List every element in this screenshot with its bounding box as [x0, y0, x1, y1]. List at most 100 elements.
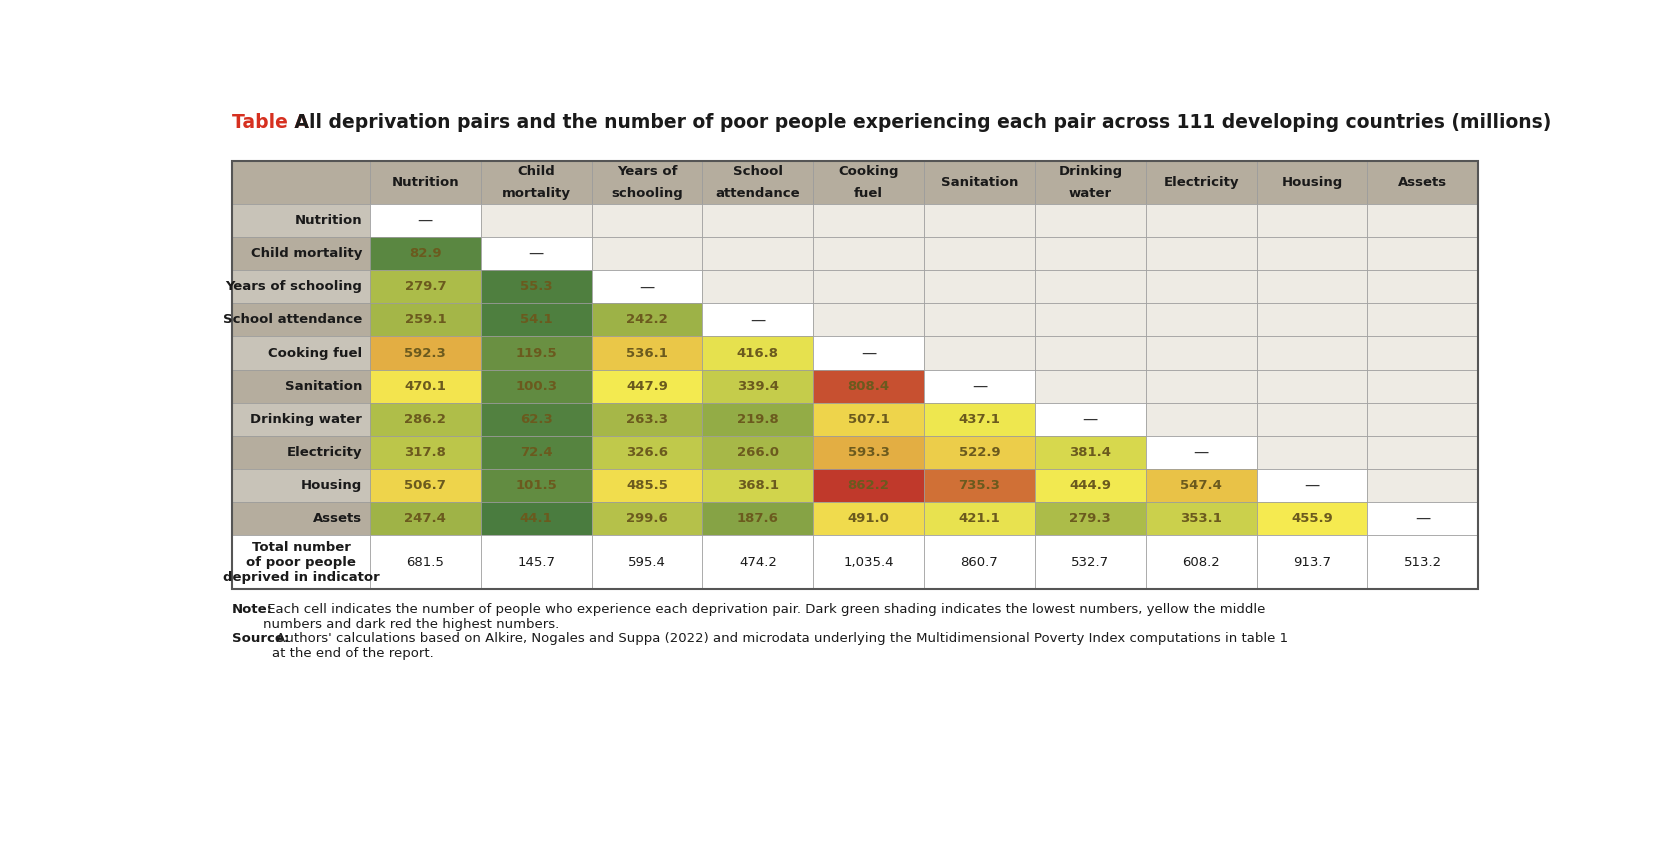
Bar	[813, 237, 924, 270]
Text: —: —	[1304, 478, 1319, 493]
Text: 437.1: 437.1	[959, 412, 1000, 426]
Bar	[813, 535, 924, 589]
Text: —: —	[1194, 445, 1209, 460]
Text: Assets: Assets	[312, 512, 362, 525]
Text: Sanitation: Sanitation	[286, 379, 362, 393]
Bar	[232, 237, 371, 270]
Bar	[703, 270, 813, 303]
Bar	[813, 502, 924, 535]
Bar	[481, 502, 591, 535]
Bar	[813, 402, 924, 436]
Bar	[1368, 535, 1478, 589]
Bar	[371, 336, 481, 369]
Bar	[371, 237, 481, 270]
Bar	[1368, 270, 1478, 303]
Bar	[1368, 161, 1478, 204]
Bar	[924, 369, 1035, 402]
Text: 247.4: 247.4	[404, 512, 446, 525]
Bar	[481, 270, 591, 303]
Bar	[1368, 369, 1478, 402]
Bar	[232, 535, 371, 589]
Text: 353.1: 353.1	[1181, 512, 1222, 525]
Bar	[1035, 436, 1146, 469]
Text: Table A: Table A	[232, 113, 309, 132]
Text: 592.3: 592.3	[404, 346, 446, 359]
Text: Cooking: Cooking	[838, 165, 898, 178]
Bar	[1146, 469, 1256, 502]
Bar	[371, 469, 481, 502]
Text: 72.4: 72.4	[519, 446, 553, 459]
Text: 595.4: 595.4	[628, 556, 666, 568]
Bar	[1035, 402, 1146, 436]
Text: —: —	[1082, 412, 1097, 427]
Bar	[371, 369, 481, 402]
Bar	[481, 336, 591, 369]
Bar	[813, 161, 924, 204]
Text: 119.5: 119.5	[516, 346, 558, 359]
Bar	[924, 535, 1035, 589]
Bar	[591, 204, 703, 237]
Bar	[1146, 237, 1256, 270]
Text: 536.1: 536.1	[626, 346, 668, 359]
Bar	[1256, 369, 1368, 402]
Text: 54.1: 54.1	[519, 313, 553, 326]
Bar	[481, 237, 591, 270]
Bar	[703, 502, 813, 535]
Text: Total number
of poor people
deprived in indicator: Total number of poor people deprived in …	[222, 540, 379, 584]
Bar	[813, 336, 924, 369]
Bar	[1146, 402, 1256, 436]
Bar	[703, 336, 813, 369]
Text: 44.1: 44.1	[519, 512, 553, 525]
Bar	[591, 502, 703, 535]
Text: 82.9: 82.9	[409, 247, 441, 260]
Bar	[1368, 402, 1478, 436]
Bar	[703, 402, 813, 436]
Text: Note:: Note:	[232, 603, 272, 616]
Text: fuel: fuel	[853, 187, 883, 200]
Bar	[591, 303, 703, 336]
Bar	[481, 161, 591, 204]
Bar	[924, 204, 1035, 237]
Bar	[1256, 336, 1368, 369]
Bar	[232, 336, 371, 369]
Bar	[1035, 161, 1146, 204]
Text: 547.4: 547.4	[1181, 479, 1222, 492]
Text: 299.6: 299.6	[626, 512, 668, 525]
Bar	[703, 369, 813, 402]
Bar	[1256, 469, 1368, 502]
Bar	[924, 161, 1035, 204]
Bar	[232, 469, 371, 502]
Bar	[232, 303, 371, 336]
Text: 145.7: 145.7	[518, 556, 554, 568]
Text: 913.7: 913.7	[1293, 556, 1331, 568]
Bar	[371, 535, 481, 589]
Text: School: School	[733, 165, 783, 178]
Bar	[1256, 436, 1368, 469]
Text: 1,035.4: 1,035.4	[843, 556, 893, 568]
Text: —: —	[750, 313, 765, 328]
Bar	[1035, 270, 1146, 303]
Bar	[481, 204, 591, 237]
Bar	[924, 402, 1035, 436]
Text: Housing: Housing	[301, 479, 362, 492]
Text: 491.0: 491.0	[848, 512, 890, 525]
Bar	[481, 303, 591, 336]
Text: 187.6: 187.6	[736, 512, 778, 525]
Text: Each cell indicates the number of people who experience each deprivation pair. D: Each cell indicates the number of people…	[262, 603, 1266, 631]
Text: 416.8: 416.8	[736, 346, 778, 359]
Bar	[591, 436, 703, 469]
Bar	[591, 369, 703, 402]
Bar	[1256, 270, 1368, 303]
Bar	[813, 469, 924, 502]
Text: 101.5: 101.5	[516, 479, 558, 492]
Bar	[481, 535, 591, 589]
Bar	[1256, 402, 1368, 436]
Bar	[1035, 303, 1146, 336]
Bar	[1146, 369, 1256, 402]
Bar	[813, 270, 924, 303]
Text: —: —	[972, 379, 987, 394]
Text: 279.3: 279.3	[1069, 512, 1111, 525]
Bar	[591, 402, 703, 436]
Text: 506.7: 506.7	[404, 479, 446, 492]
Bar	[1368, 303, 1478, 336]
